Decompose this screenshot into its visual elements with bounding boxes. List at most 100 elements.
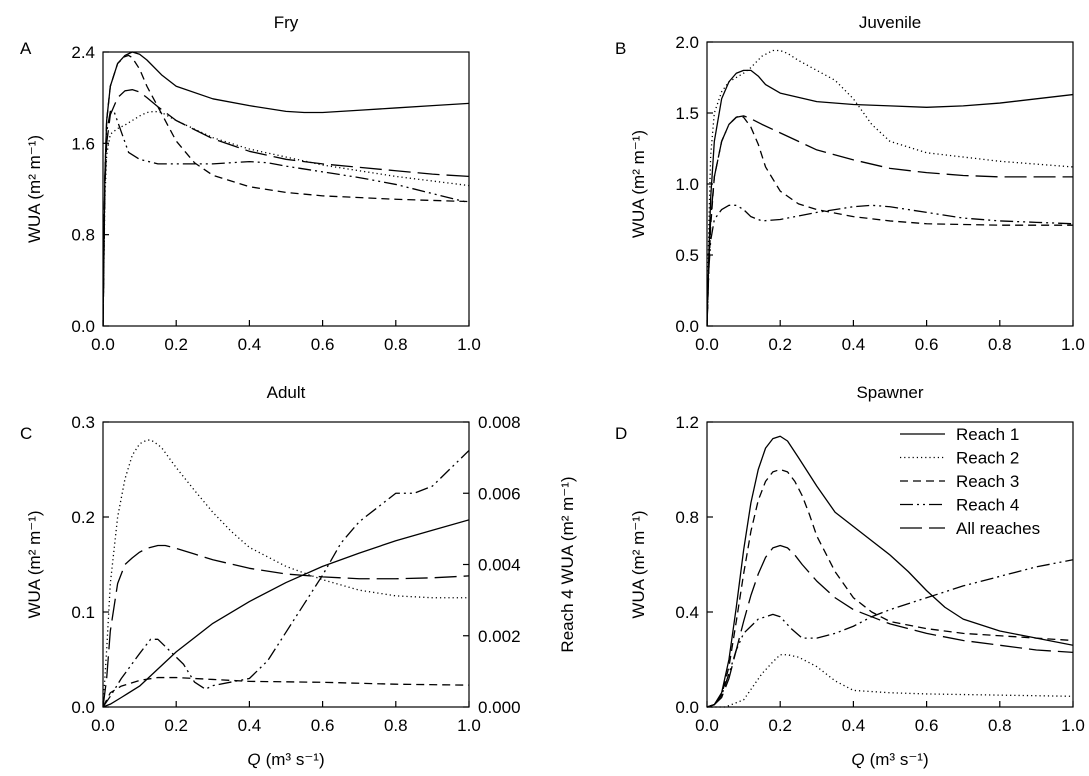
x-tick-label: 1.0 xyxy=(457,335,481,354)
panel-c: Adult C 0.0 0.2 0.4 0.6 0.8 1.0 0.0 0.1 0.2 0.3 WUA … xyxy=(20,383,577,735)
series-line-reach-3 xyxy=(707,115,1073,327)
x-tick-label: 0.6 xyxy=(915,335,939,354)
panel-letter: B xyxy=(615,39,626,58)
series-line-reach-1 xyxy=(103,519,469,708)
y-right-tick-label: 0.008 xyxy=(478,413,521,432)
series-line-reach-2 xyxy=(103,439,469,708)
legend: Reach 1 Reach 2 Reach 3 Reach 4 All reaches xyxy=(900,425,1040,538)
panel-a: Fry A 0.0 0.2 0.4 0.6 0.8 1.0 0.0 0.8 1.6 2.4 WUA (m… xyxy=(20,13,481,354)
y-right-tick-label: 0.006 xyxy=(478,484,521,503)
series-line-reach-3 xyxy=(707,468,1073,708)
x-tick-label: 0.6 xyxy=(915,716,939,735)
series-line-reach-3 xyxy=(103,676,469,708)
panel-title: Fry xyxy=(274,13,299,32)
y-tick-label: 0.0 xyxy=(675,317,699,336)
x-tick-label: 0.0 xyxy=(695,335,719,354)
y-axis-label: WUA (m² m⁻¹) xyxy=(629,130,648,238)
y-axis-label-right: Reach 4 WUA (m² m⁻¹) xyxy=(558,476,577,652)
x-tick-label: 0.0 xyxy=(695,716,719,735)
x-tick-label: 0.4 xyxy=(238,716,262,735)
y-tick-label: 0.0 xyxy=(71,317,95,336)
legend-label-reach-3: Reach 3 xyxy=(956,472,1019,491)
x-tick-label: 0.2 xyxy=(768,716,792,735)
series-line-reach-2 xyxy=(707,49,1073,327)
panel-b: Juvenile B 0.0 0.2 0.4 0.6 0.8 1.0 0.0 0.5 1.0 1.5 2… xyxy=(615,13,1085,354)
series-line-reach-4 xyxy=(707,204,1073,327)
series-line-reach-4 xyxy=(707,559,1073,708)
y-tick-label: 0.5 xyxy=(675,246,699,265)
legend-label-all-reaches: All reaches xyxy=(956,519,1040,538)
panel-d: Spawner D 0.0 0.2 0.4 0.6 0.8 1.0 0.0 0.4 0.8 1.2 WU… xyxy=(615,383,1085,735)
x-axis-label-c: Q (m³ s⁻¹) xyxy=(247,750,324,769)
series-line-reach-1 xyxy=(103,51,469,327)
x-tick-label: 0.6 xyxy=(311,716,335,735)
y-tick-label: 0.4 xyxy=(675,603,699,622)
x-tick-label: 0.4 xyxy=(842,716,866,735)
x-axis-variable: Q xyxy=(851,750,864,769)
x-tick-label: 0.8 xyxy=(384,716,408,735)
series-line-all-reaches xyxy=(707,115,1073,327)
y-tick-label: 1.5 xyxy=(675,104,699,123)
panel-letter: A xyxy=(20,39,32,58)
x-axis-unit: (m³ s⁻¹) xyxy=(266,750,325,769)
y-tick-label: 1.6 xyxy=(71,134,95,153)
legend-label-reach-1: Reach 1 xyxy=(956,425,1019,444)
x-tick-label: 0.8 xyxy=(988,716,1012,735)
plot-frame xyxy=(706,421,1074,708)
series-line-reach-1 xyxy=(707,435,1073,708)
x-tick-label: 0.0 xyxy=(91,716,115,735)
x-axis-variable: Q xyxy=(247,750,260,769)
y-right-tick-label: 0.002 xyxy=(478,627,521,646)
x-tick-label: 0.8 xyxy=(988,335,1012,354)
x-tick-label: 0.4 xyxy=(842,335,866,354)
y-tick-label: 0.1 xyxy=(71,603,95,622)
y-tick-label: 0.2 xyxy=(71,508,95,527)
y-axis-label: WUA (m² m⁻¹) xyxy=(25,510,44,618)
y-tick-label: 0.0 xyxy=(675,698,699,717)
x-tick-label: 1.0 xyxy=(1061,716,1085,735)
y-right-tick-label: 0.000 xyxy=(478,698,521,717)
x-tick-label: 0.0 xyxy=(91,335,115,354)
y-axis-label: WUA (m² m⁻¹) xyxy=(25,135,44,243)
x-tick-label: 0.4 xyxy=(238,335,262,354)
y-tick-label: 1.2 xyxy=(675,413,699,432)
plot-frame xyxy=(102,421,470,708)
x-tick-label: 1.0 xyxy=(457,716,481,735)
series-line-reach-2 xyxy=(103,110,469,327)
panel-letter: C xyxy=(20,424,32,443)
y-axis-label: WUA (m² m⁻¹) xyxy=(629,510,648,618)
y-tick-label: 0.0 xyxy=(71,698,95,717)
series-line-reach-4 xyxy=(103,110,469,327)
panel-title: Spawner xyxy=(856,383,923,402)
y-tick-label: 2.0 xyxy=(675,33,699,52)
x-tick-label: 0.2 xyxy=(164,716,188,735)
x-tick-label: 0.8 xyxy=(384,335,408,354)
x-axis-unit: (m³ s⁻¹) xyxy=(870,750,929,769)
series-line-all-reaches xyxy=(103,544,469,708)
x-tick-label: 1.0 xyxy=(1061,335,1085,354)
series-line-all-reaches xyxy=(103,89,469,327)
x-tick-label: 0.2 xyxy=(768,335,792,354)
y-right-tick-label: 0.004 xyxy=(478,556,521,575)
panel-letter: D xyxy=(615,424,627,443)
legend-label-reach-2: Reach 2 xyxy=(956,449,1019,468)
series-line-reach-3 xyxy=(103,54,469,327)
series-line-reach-4 xyxy=(103,450,469,708)
panel-title: Adult xyxy=(267,383,306,402)
series-line-reach-2 xyxy=(707,654,1073,708)
x-tick-label: 0.2 xyxy=(164,335,188,354)
y-tick-label: 0.3 xyxy=(71,413,95,432)
legend-label-reach-4: Reach 4 xyxy=(956,496,1019,515)
series-line-reach-1 xyxy=(707,69,1073,327)
x-axis-label-d: Q (m³ s⁻¹) xyxy=(851,750,928,769)
plot-frame xyxy=(706,41,1074,327)
y-tick-label: 0.8 xyxy=(675,508,699,527)
series-line-all-reaches xyxy=(707,544,1073,708)
y-tick-label: 0.8 xyxy=(71,226,95,245)
y-tick-label: 1.0 xyxy=(675,175,699,194)
panel-title: Juvenile xyxy=(859,13,921,32)
y-tick-label: 2.4 xyxy=(71,43,95,62)
plot-frame xyxy=(102,51,470,327)
x-tick-label: 0.6 xyxy=(311,335,335,354)
